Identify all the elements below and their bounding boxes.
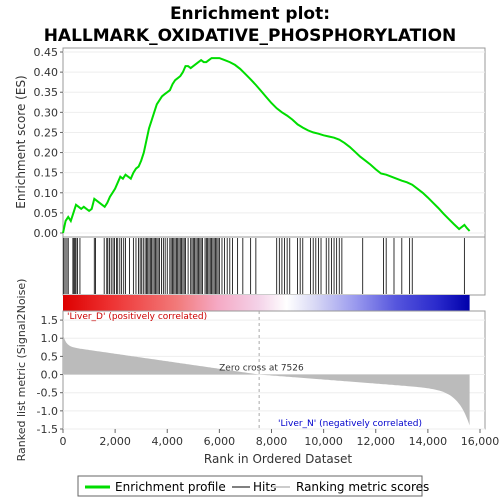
rank-colorbar-gradient — [63, 295, 470, 311]
metric-tick-label: 0.5 — [41, 350, 59, 363]
es-y-axis-label: Enrichment score (ES) — [14, 75, 28, 208]
hits-panel — [62, 236, 486, 296]
legend-label-metric: Ranking metric scores — [296, 480, 429, 494]
ranking-metric-area — [63, 334, 470, 426]
es-tick-label: 0.40 — [34, 66, 59, 79]
metric-y-axis-label: Ranked list metric (Signal2Noise) — [15, 279, 28, 462]
es-tick-label: 0.00 — [34, 227, 59, 240]
metric-tick-label: -1.0 — [37, 405, 58, 418]
x-tick-label: 2,000 — [99, 435, 131, 448]
x-ticks: 0 2,000 4,000 6,000 8,000 10,000 12,000 14,000 1… — [60, 429, 500, 448]
es-tick-label: 0.15 — [34, 167, 59, 180]
positive-class-label: 'Liver_D' (positively correlated) — [67, 312, 207, 322]
legend-frame — [77, 475, 423, 497]
hits-panel-frame — [62, 236, 486, 296]
es-tick-label: 0.30 — [34, 106, 59, 119]
es-y-ticks: 0.00 0.05 0.10 0.15 0.20 0.25 0.30 0.35 0.40 0.45 — [34, 46, 63, 240]
x-tick-label: 8,000 — [256, 435, 288, 448]
es-panel-frame — [62, 47, 486, 238]
legend-label-enrichment: Enrichment profile — [115, 480, 226, 494]
x-tick-label: 14,000 — [409, 435, 448, 448]
metric-tick-label: -1.5 — [37, 423, 58, 436]
rank-colorbar — [63, 295, 470, 311]
x-tick-label: 10,000 — [304, 435, 343, 448]
metric-tick-label: -0.5 — [37, 387, 58, 400]
metric-y-ticks: 1.5 1.0 0.5 0.0 -0.5 -1.0 -1.5 — [37, 314, 63, 436]
es-tick-label: 0.25 — [34, 126, 59, 139]
metric-tick-label: 0.0 — [41, 369, 59, 382]
es-tick-label: 0.45 — [34, 46, 59, 59]
enrichment-profile-line — [62, 57, 471, 234]
negative-class-label: 'Liver_N' (negatively correlated) — [278, 419, 422, 429]
metric-tick-label: 1.0 — [41, 332, 59, 345]
chart-title-line2: HALLMARK_OXIDATIVE_PHOSPHORYLATION — [44, 26, 457, 46]
legend: Enrichment profile Hits Ranking metric s… — [77, 475, 429, 497]
x-tick-label: 0 — [60, 435, 67, 448]
es-tick-label: 0.05 — [34, 207, 59, 220]
es-tick-label: 0.10 — [34, 187, 59, 200]
x-tick-label: 4,000 — [152, 435, 184, 448]
metric-tick-label: 1.5 — [41, 314, 59, 327]
x-tick-label: 12,000 — [357, 435, 396, 448]
metric-panel: Zero cross at 7526 'Liver_D' (positively… — [15, 279, 486, 462]
es-panel: 0.00 0.05 0.10 0.15 0.20 0.25 0.30 0.35 0.40 0.45… — [14, 46, 486, 240]
zero-cross-label: Zero cross at 7526 — [219, 364, 304, 374]
es-tick-label: 0.20 — [34, 147, 59, 160]
legend-label-hits: Hits — [253, 480, 276, 494]
hit-marks — [63, 238, 465, 294]
chart-title-line1: Enrichment plot: — [170, 4, 330, 24]
es-tick-label: 0.35 — [34, 86, 59, 99]
x-axis-label: Rank in Ordered Dataset — [204, 452, 352, 466]
x-tick-label: 6,000 — [204, 435, 236, 448]
metric-grid — [63, 319, 485, 430]
x-tick-label: 16,000 — [461, 435, 500, 448]
